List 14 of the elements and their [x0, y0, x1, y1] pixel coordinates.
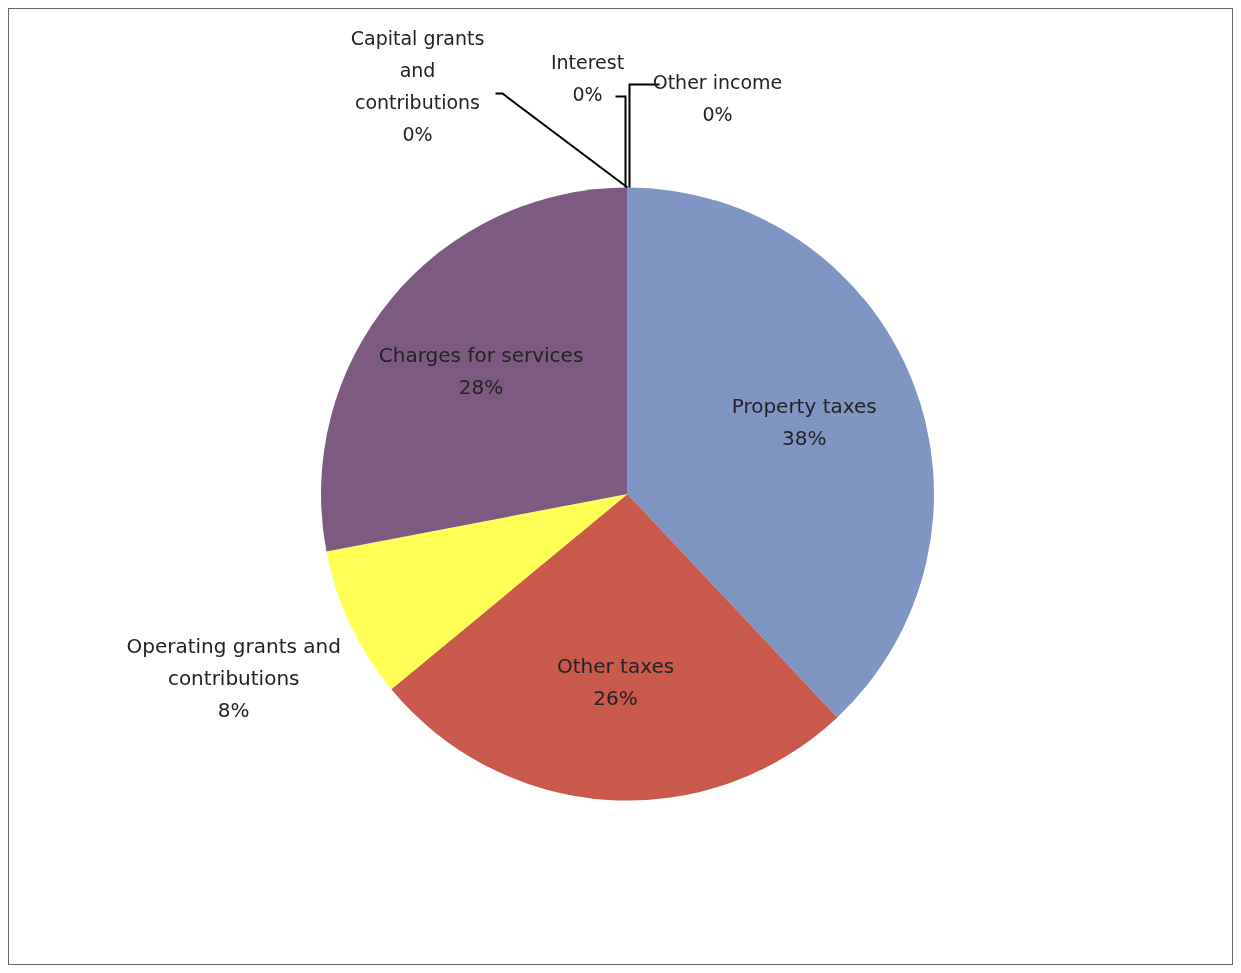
slice-label: Other taxes: [556, 653, 675, 678]
data-label: 26%: [593, 685, 638, 710]
slice-label: Operating grants and contributions: [126, 633, 341, 690]
category-label: Other income: [652, 71, 783, 94]
text: 0%: [402, 123, 433, 146]
data-label: 8%: [217, 697, 250, 722]
slice-label: Property taxes: [731, 394, 877, 419]
text: 0%: [572, 83, 603, 106]
category-label: Capital grants and contributions: [350, 27, 485, 114]
data-label: 28%: [458, 375, 504, 400]
text: 0%: [702, 103, 733, 126]
category-label: Interest: [550, 51, 625, 74]
data-label: 38%: [781, 426, 827, 451]
slice-label: Charges for services: [378, 343, 584, 368]
